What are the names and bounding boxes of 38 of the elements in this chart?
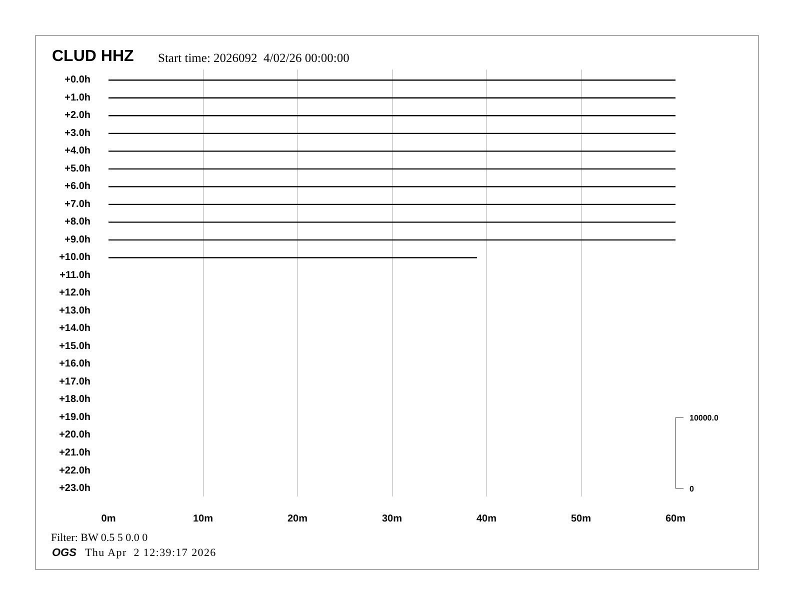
- y-tick-label: +8.0h: [64, 216, 91, 228]
- y2-tick-label: 0: [690, 484, 694, 494]
- y-tick-label: +15.0h: [59, 340, 91, 352]
- text: Filter: BW 0.5 5 0.0 0: [50, 531, 148, 545]
- y-tick-label: +16.0h: [59, 358, 91, 370]
- x-tick-label: 50m: [570, 514, 592, 524]
- y2-tick-label: 10000.0: [690, 413, 719, 422]
- y-tick-label: +7.0h: [64, 198, 91, 210]
- y-tick-label: +11.0h: [60, 270, 90, 281]
- y-tick-label: +5.0h: [64, 163, 91, 174]
- y-tick-label: +9.0h: [64, 234, 91, 246]
- y-tick-label: +10.0h: [59, 252, 91, 264]
- y-tick-label: +3.0h: [64, 128, 91, 139]
- y-tick-label: +18.0h: [59, 394, 91, 406]
- y-tick-label: +23.0h: [59, 483, 91, 494]
- y-tick-label: +21.0h: [59, 448, 91, 458]
- y-tick-label: +6.0h: [64, 181, 91, 192]
- y-tick-label: +4.0h: [64, 146, 91, 157]
- chart-subtitle: Start time: 2026092 4/02/26 00:00:00: [157, 50, 350, 66]
- y-tick-label: +22.0h: [59, 465, 91, 476]
- x-tick-label: 0m: [101, 514, 116, 524]
- text: OGS: [51, 546, 76, 560]
- y-tick-label: +20.0h: [59, 430, 91, 441]
- y-tick-label: +1.0h: [64, 92, 91, 104]
- x-tick-label: 60m: [665, 514, 686, 524]
- x-tick-label: 10m: [192, 514, 214, 524]
- text: Thu Apr 2 12:39:17 2026: [85, 546, 216, 560]
- y-tick-label: +17.0h: [59, 376, 91, 388]
- y-tick-label: +13.0h: [59, 305, 91, 316]
- x-tick-label: 30m: [382, 514, 402, 524]
- y-tick-label: +12.0h: [59, 288, 91, 299]
- chart-title: CLUD HHZ: [51, 47, 134, 66]
- y-tick-label: +19.0h: [59, 412, 91, 423]
- y-tick-label: +0.0h: [64, 74, 91, 86]
- x-tick-label: 20m: [287, 514, 308, 524]
- y-tick-label: +14.0h: [59, 323, 91, 334]
- y-tick-label: +2.0h: [64, 110, 91, 122]
- x-tick-label: 40m: [476, 514, 497, 524]
